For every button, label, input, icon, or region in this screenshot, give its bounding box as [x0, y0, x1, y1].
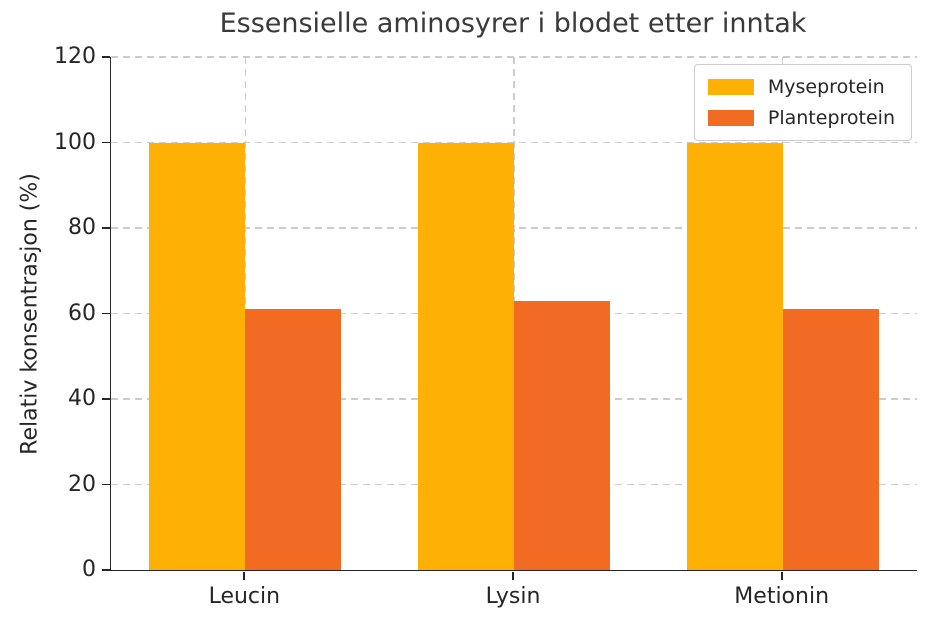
legend-item-myseprotein: Myseprotein [707, 76, 895, 98]
y-tick-120 [102, 56, 110, 58]
y-tick-60 [102, 312, 110, 315]
bar-planteprotein-metionin [782, 309, 879, 570]
bar-planteprotein-lysin [514, 300, 610, 570]
y-tick-0 [102, 569, 110, 571]
y-tick-label-100: 100 [54, 129, 96, 155]
bar-myseprotein-lysin [418, 142, 514, 570]
y-tick-100 [102, 141, 110, 144]
bar-planteprotein-leucin [245, 309, 342, 570]
x-tick-label-leucin: Leucin [208, 584, 281, 609]
planteprotein-swatch [707, 110, 754, 126]
bar-myseprotein-metionin [686, 142, 783, 570]
x-tick-lysin [512, 571, 514, 580]
myseprotein-swatch [707, 79, 754, 95]
legend-label-planteprotein: Planteprotein [767, 107, 895, 129]
chart-title: Essensielle aminosyrer i blodet etter in… [219, 8, 807, 39]
y-tick-label-20: 20 [68, 471, 96, 497]
y-tick-label-60: 60 [68, 300, 96, 326]
x-tick-leucin [243, 571, 246, 580]
x-tick-label-lysin: Lysin [485, 584, 541, 609]
y-tick-label-0: 0 [82, 557, 96, 582]
y-tick-80 [102, 227, 110, 229]
y-tick-label-80: 80 [68, 215, 96, 240]
x-tick-label-metionin: Metionin [734, 584, 830, 609]
legend-item-planteprotein: Planteprotein [707, 107, 895, 129]
legend: Myseprotein Planteprotein [693, 64, 912, 141]
plot-area [110, 56, 917, 571]
y-tick-label-40: 40 [68, 386, 96, 411]
x-tick-metionin [780, 571, 783, 580]
bar-myseprotein-leucin [149, 142, 246, 570]
y-tick-40 [102, 398, 110, 400]
legend-label-myseprotein: Myseprotein [767, 76, 885, 98]
y-tick-label-120: 120 [54, 44, 96, 69]
y-tick-20 [102, 483, 110, 486]
